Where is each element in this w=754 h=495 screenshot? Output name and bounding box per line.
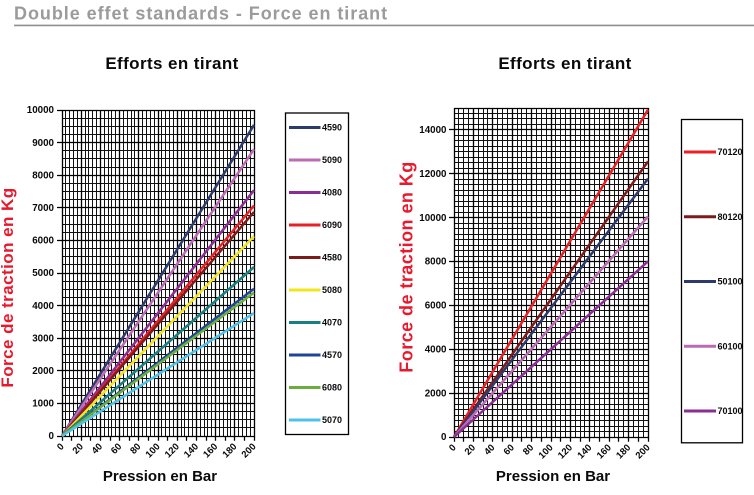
svg-text:8000: 8000 <box>425 257 447 268</box>
svg-text:20: 20 <box>71 441 86 456</box>
svg-text:6090: 6090 <box>322 220 342 230</box>
svg-text:7000: 7000 <box>32 203 54 214</box>
svg-text:140: 140 <box>182 441 201 460</box>
svg-text:4580: 4580 <box>322 253 342 263</box>
svg-text:0: 0 <box>55 441 67 453</box>
svg-text:60: 60 <box>502 442 517 457</box>
svg-text:120: 120 <box>556 442 575 461</box>
svg-text:8000: 8000 <box>32 170 54 181</box>
svg-text:2000: 2000 <box>425 388 447 399</box>
svg-text:5090: 5090 <box>322 155 342 165</box>
svg-text:20: 20 <box>463 442 478 457</box>
svg-text:40: 40 <box>90 441 105 456</box>
svg-text:5070: 5070 <box>322 415 342 425</box>
svg-text:60: 60 <box>109 441 124 456</box>
svg-text:4590: 4590 <box>322 123 342 133</box>
svg-text:200: 200 <box>240 441 259 460</box>
svg-text:4080: 4080 <box>322 188 342 198</box>
svg-text:Efforts en tirant: Efforts en tirant <box>105 54 238 73</box>
svg-text:180: 180 <box>614 442 633 461</box>
svg-text:100: 100 <box>144 441 163 460</box>
svg-text:4000: 4000 <box>425 344 447 355</box>
svg-text:140: 140 <box>575 442 594 461</box>
svg-text:4570: 4570 <box>322 350 342 360</box>
svg-text:4070: 4070 <box>322 318 342 328</box>
svg-text:4000: 4000 <box>32 301 54 312</box>
svg-text:200: 200 <box>634 442 653 461</box>
svg-text:80: 80 <box>521 442 536 457</box>
svg-text:0: 0 <box>447 442 459 454</box>
svg-text:6000: 6000 <box>32 236 54 247</box>
svg-text:70100: 70100 <box>718 406 743 416</box>
svg-text:80120: 80120 <box>718 212 743 222</box>
svg-text:50100: 50100 <box>718 277 743 287</box>
svg-text:60100: 60100 <box>718 341 743 351</box>
svg-text:0: 0 <box>49 431 55 442</box>
svg-text:10000: 10000 <box>27 105 55 116</box>
svg-text:5080: 5080 <box>322 285 342 295</box>
svg-text:0: 0 <box>441 432 447 443</box>
svg-text:3000: 3000 <box>32 333 54 344</box>
svg-text:40: 40 <box>482 442 497 457</box>
svg-text:Double effet standards - Force: Double effet standards - Force en tirant <box>14 3 388 23</box>
svg-text:Pression en Bar: Pression en Bar <box>103 468 217 485</box>
svg-text:100: 100 <box>537 442 556 461</box>
svg-text:2000: 2000 <box>32 366 54 377</box>
svg-text:6000: 6000 <box>425 301 447 312</box>
svg-text:160: 160 <box>201 441 220 460</box>
svg-text:6080: 6080 <box>322 383 342 393</box>
svg-text:Pression en Bar: Pression en Bar <box>496 468 610 485</box>
svg-text:10000: 10000 <box>419 213 447 224</box>
svg-text:12000: 12000 <box>419 169 447 180</box>
svg-text:120: 120 <box>163 441 182 460</box>
svg-text:180: 180 <box>220 441 239 460</box>
svg-text:5000: 5000 <box>32 268 54 279</box>
svg-text:Force de traction en Kg: Force de traction en Kg <box>0 187 17 387</box>
svg-text:Efforts en tirant: Efforts en tirant <box>498 54 631 73</box>
svg-text:9000: 9000 <box>32 138 54 149</box>
svg-text:160: 160 <box>595 442 614 461</box>
svg-text:14000: 14000 <box>419 125 447 136</box>
svg-text:Force de traction en Kg: Force de traction en Kg <box>397 161 417 372</box>
svg-text:1000: 1000 <box>32 399 54 410</box>
svg-text:80: 80 <box>128 441 143 456</box>
svg-text:70120: 70120 <box>718 147 743 157</box>
